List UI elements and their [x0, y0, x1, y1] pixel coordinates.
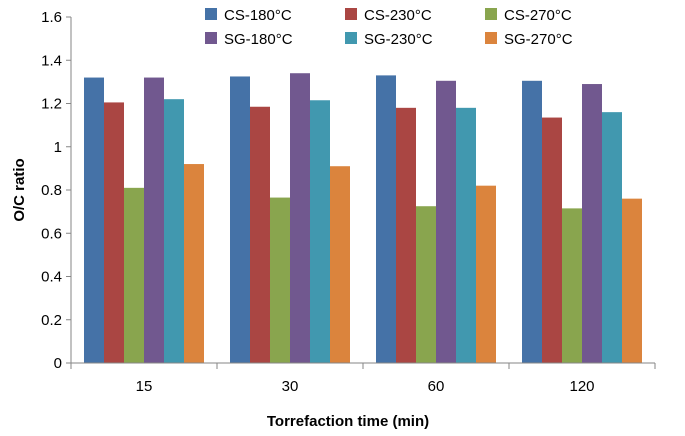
- bar-sg-270-c-15: [184, 164, 204, 363]
- bar-cs-270-c-30: [270, 197, 290, 363]
- bar-sg-270-c-120: [622, 198, 642, 363]
- x-tick-label: 120: [569, 378, 594, 395]
- bar-cs-230-c-60: [396, 107, 416, 363]
- legend-label: CS-270°C: [504, 7, 572, 24]
- bar-cs-180-c-60: [376, 75, 396, 363]
- legend-swatch: [345, 8, 357, 20]
- y-tick-label: 0.8: [41, 182, 62, 199]
- bar-sg-180-c-120: [582, 84, 602, 363]
- bar-sg-230-c-15: [164, 99, 184, 364]
- legend-swatch: [205, 8, 217, 20]
- bar-sg-230-c-120: [602, 112, 622, 364]
- bar-sg-180-c-30: [290, 73, 310, 363]
- bar-sg-270-c-30: [330, 166, 350, 363]
- legend-swatch: [485, 32, 497, 44]
- legend-label: CS-180°C: [224, 7, 292, 24]
- bar-sg-230-c-30: [310, 100, 330, 363]
- legend-label: SG-230°C: [364, 31, 433, 48]
- legend-label: SG-180°C: [224, 31, 293, 48]
- x-tick-label: 60: [428, 378, 445, 395]
- bar-sg-230-c-60: [456, 107, 476, 363]
- axes: 0 0.2 0.4 0.6 0.8 1 1.2 1.4 1.6 15 30 60 120: [41, 9, 656, 395]
- legend-swatch: [485, 8, 497, 20]
- bars: [84, 73, 642, 364]
- bar-sg-180-c-15: [144, 77, 164, 364]
- bar-cs-270-c-15: [124, 187, 144, 363]
- y-tick-label: 0.6: [41, 225, 62, 242]
- x-tick-label: 15: [136, 378, 153, 395]
- legend-swatch: [205, 32, 217, 44]
- legend-label: CS-230°C: [364, 7, 432, 24]
- legend: CS-180°C CS-230°C CS-270°C SG-180°C SG-230°C…: [205, 7, 573, 48]
- y-tick-label: 0.2: [41, 312, 62, 329]
- bar-cs-270-c-60: [416, 206, 436, 363]
- legend-label: SG-270°C: [504, 31, 573, 48]
- y-tick-label: 1: [54, 139, 62, 156]
- legend-swatch: [345, 32, 357, 44]
- bar-cs-180-c-120: [522, 80, 542, 363]
- bar-cs-230-c-15: [104, 102, 124, 363]
- bar-cs-180-c-30: [230, 76, 250, 363]
- bar-cs-230-c-30: [250, 106, 270, 364]
- y-tick-label: 1.2: [41, 96, 62, 113]
- x-axis-title: Torrefaction time (min): [267, 413, 429, 430]
- bar-sg-270-c-60: [476, 185, 496, 363]
- y-tick-label: 1.4: [41, 52, 62, 69]
- bar-cs-180-c-15: [84, 77, 104, 364]
- x-tick-label: 30: [282, 378, 299, 395]
- bar-sg-180-c-60: [436, 80, 456, 363]
- y-tick-label: 1.6: [41, 9, 62, 26]
- y-tick-label: 0: [54, 355, 62, 372]
- bar-cs-230-c-120: [542, 117, 562, 364]
- y-tick-label: 0.4: [41, 269, 62, 286]
- bar-cs-270-c-120: [562, 208, 582, 363]
- y-axis-title: O/C ratio: [11, 158, 28, 221]
